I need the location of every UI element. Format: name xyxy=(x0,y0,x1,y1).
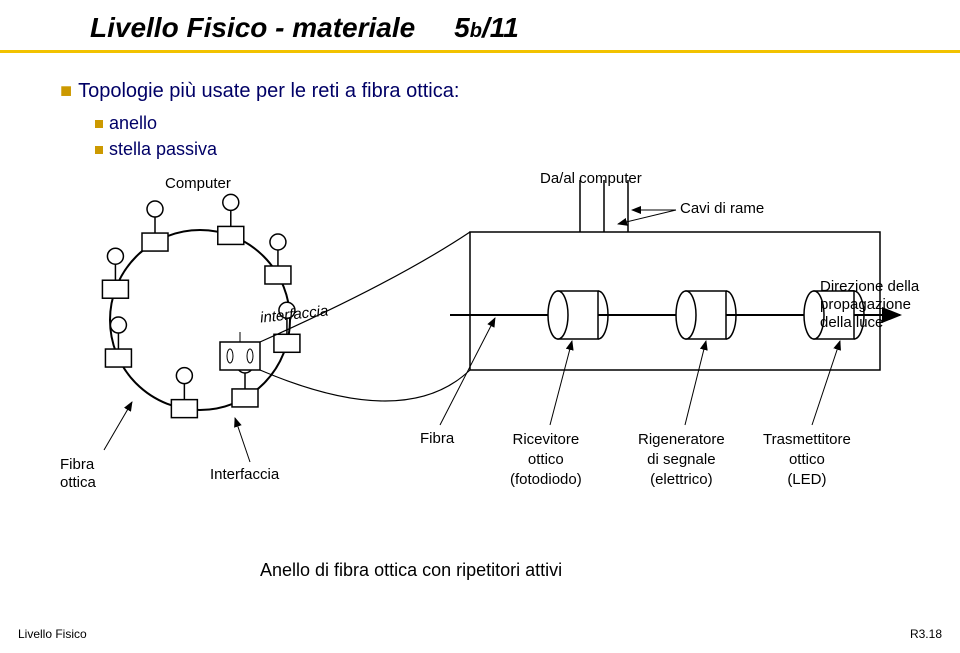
bullet-icon xyxy=(95,120,103,128)
interfaccia-bottom-label: Interfaccia xyxy=(210,466,279,483)
ric-0: Ricevitore xyxy=(510,430,582,450)
footer-left: Livello Fisico xyxy=(18,627,87,641)
figure-caption: Anello di fibra ottica con ripetitori at… xyxy=(260,560,562,581)
ric-1: ottico xyxy=(510,450,582,470)
ric-2: (fotodiodo) xyxy=(510,470,582,490)
footer-right: R3.18 xyxy=(910,627,942,641)
intro-text: Topologie più usate per le reti a fibra … xyxy=(78,80,459,102)
page-title: Livello Fisico - materiale 5b/11 xyxy=(90,12,519,44)
tra-1: ottico xyxy=(763,450,851,470)
title-rule xyxy=(0,50,960,53)
to-computer-label: Da/al computer xyxy=(540,170,642,187)
rigeneratore-label: Rigeneratore di segnale (elettrico) xyxy=(638,430,725,490)
fo-0: Fibra xyxy=(60,456,96,474)
rig-0: Rigeneratore xyxy=(638,430,725,450)
intro-line: ■ Topologie più usate per le reti a fibra… xyxy=(60,80,459,103)
dir-l0: Direzione della xyxy=(820,278,919,296)
rig-1: di segnale xyxy=(638,450,725,470)
rig-2: (elettrico) xyxy=(638,470,725,490)
bullet-icon: ■ xyxy=(60,80,72,102)
title-page-big: 5 xyxy=(454,12,470,43)
title-main: Livello Fisico - materiale xyxy=(90,12,415,43)
tra-2: (LED) xyxy=(763,470,851,490)
tra-0: Trasmettitore xyxy=(763,430,851,450)
fibra-label: Fibra xyxy=(420,430,454,447)
copper-label: Cavi di rame xyxy=(680,200,764,217)
computer-label: Computer xyxy=(165,175,231,192)
direction-label: Direzione della propagazione della luce xyxy=(820,278,919,332)
dir-l2: della luce xyxy=(820,314,919,332)
ricevitore-label: Ricevitore ottico (fotodiodo) xyxy=(510,430,582,490)
fo-1: ottica xyxy=(60,474,96,492)
trasmettitore-label: Trasmettitore ottico (LED) xyxy=(763,430,851,490)
fibra-ottica-label: Fibra ottica xyxy=(60,456,96,492)
sublist-item-0: anello xyxy=(109,113,157,133)
title-page-denom: /11 xyxy=(482,12,519,43)
title-page-small: b xyxy=(470,20,482,42)
dir-l1: propagazione xyxy=(820,296,919,314)
